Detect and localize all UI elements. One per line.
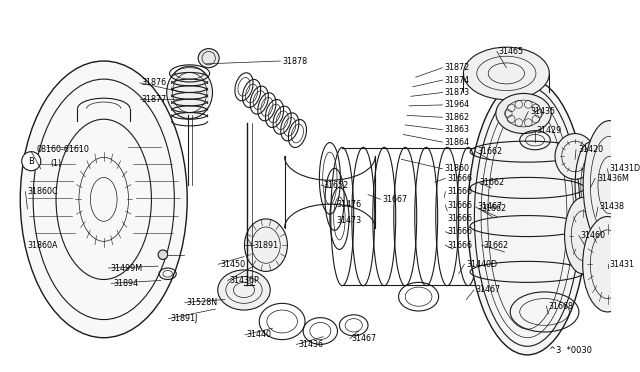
Text: 31668: 31668	[548, 302, 573, 311]
Ellipse shape	[20, 61, 188, 338]
Text: 31877: 31877	[142, 95, 167, 104]
Text: 31440D: 31440D	[467, 260, 497, 269]
Text: 31435: 31435	[530, 107, 556, 116]
Text: 31467: 31467	[352, 334, 377, 343]
Text: 31860C: 31860C	[28, 187, 58, 196]
Text: 31874: 31874	[444, 76, 470, 84]
Text: 31440: 31440	[247, 330, 272, 339]
Circle shape	[22, 152, 41, 171]
Text: 31891J: 31891J	[170, 314, 198, 323]
Text: 08160-61610: 08160-61610	[37, 145, 90, 154]
Text: 31431D: 31431D	[609, 164, 640, 173]
Text: 31666: 31666	[447, 241, 472, 250]
Text: 31860: 31860	[444, 164, 469, 173]
Text: 31465: 31465	[499, 47, 524, 56]
Text: 31460: 31460	[580, 231, 606, 240]
Ellipse shape	[582, 217, 632, 312]
Text: 31862: 31862	[444, 113, 470, 122]
Ellipse shape	[244, 219, 287, 272]
Text: 31860A: 31860A	[28, 241, 58, 250]
Text: 31436M: 31436M	[597, 174, 629, 183]
Ellipse shape	[198, 49, 219, 68]
Text: 31467: 31467	[476, 285, 501, 295]
Text: 31420: 31420	[578, 145, 603, 154]
Text: 31662: 31662	[477, 147, 503, 156]
Text: 31666: 31666	[447, 214, 472, 223]
Ellipse shape	[564, 198, 601, 274]
Text: 31864: 31864	[444, 138, 469, 147]
Text: 31872: 31872	[444, 63, 470, 72]
Text: 31436: 31436	[298, 340, 323, 349]
Text: 31429: 31429	[537, 126, 562, 135]
Text: 31666: 31666	[447, 227, 472, 236]
Ellipse shape	[468, 78, 587, 355]
Text: 31876: 31876	[142, 78, 167, 87]
Text: 31666: 31666	[447, 174, 472, 183]
Ellipse shape	[463, 47, 549, 100]
Text: 31476: 31476	[337, 200, 362, 209]
Ellipse shape	[496, 93, 551, 134]
Ellipse shape	[583, 121, 636, 250]
Text: 31436P: 31436P	[230, 276, 259, 285]
Text: ^3  *0030: ^3 *0030	[549, 346, 592, 355]
Text: 31662: 31662	[483, 241, 509, 250]
Text: 31873: 31873	[444, 88, 470, 97]
Text: 31662: 31662	[481, 204, 507, 214]
Text: 31499M: 31499M	[111, 263, 143, 273]
Text: 31863: 31863	[444, 125, 469, 134]
Text: (1): (1)	[51, 158, 61, 168]
Text: 31431: 31431	[609, 260, 634, 269]
Text: 31450: 31450	[220, 260, 245, 269]
Text: 31667: 31667	[382, 195, 408, 204]
Text: 31473: 31473	[337, 216, 362, 225]
Circle shape	[158, 250, 168, 259]
Text: 31666: 31666	[447, 201, 472, 209]
Text: 31666: 31666	[447, 187, 472, 196]
Text: 31467: 31467	[477, 202, 503, 212]
Ellipse shape	[555, 134, 595, 179]
Text: 31878: 31878	[282, 57, 307, 65]
Ellipse shape	[218, 270, 270, 310]
Text: 31528N: 31528N	[187, 298, 218, 307]
Text: 31894: 31894	[113, 279, 138, 288]
Text: 31662: 31662	[479, 178, 505, 187]
Text: B: B	[28, 157, 34, 166]
Text: 31438: 31438	[600, 202, 625, 212]
Text: 31891: 31891	[253, 241, 278, 250]
Text: 31964: 31964	[444, 100, 470, 109]
Text: 31652: 31652	[323, 180, 348, 190]
Ellipse shape	[166, 66, 212, 119]
